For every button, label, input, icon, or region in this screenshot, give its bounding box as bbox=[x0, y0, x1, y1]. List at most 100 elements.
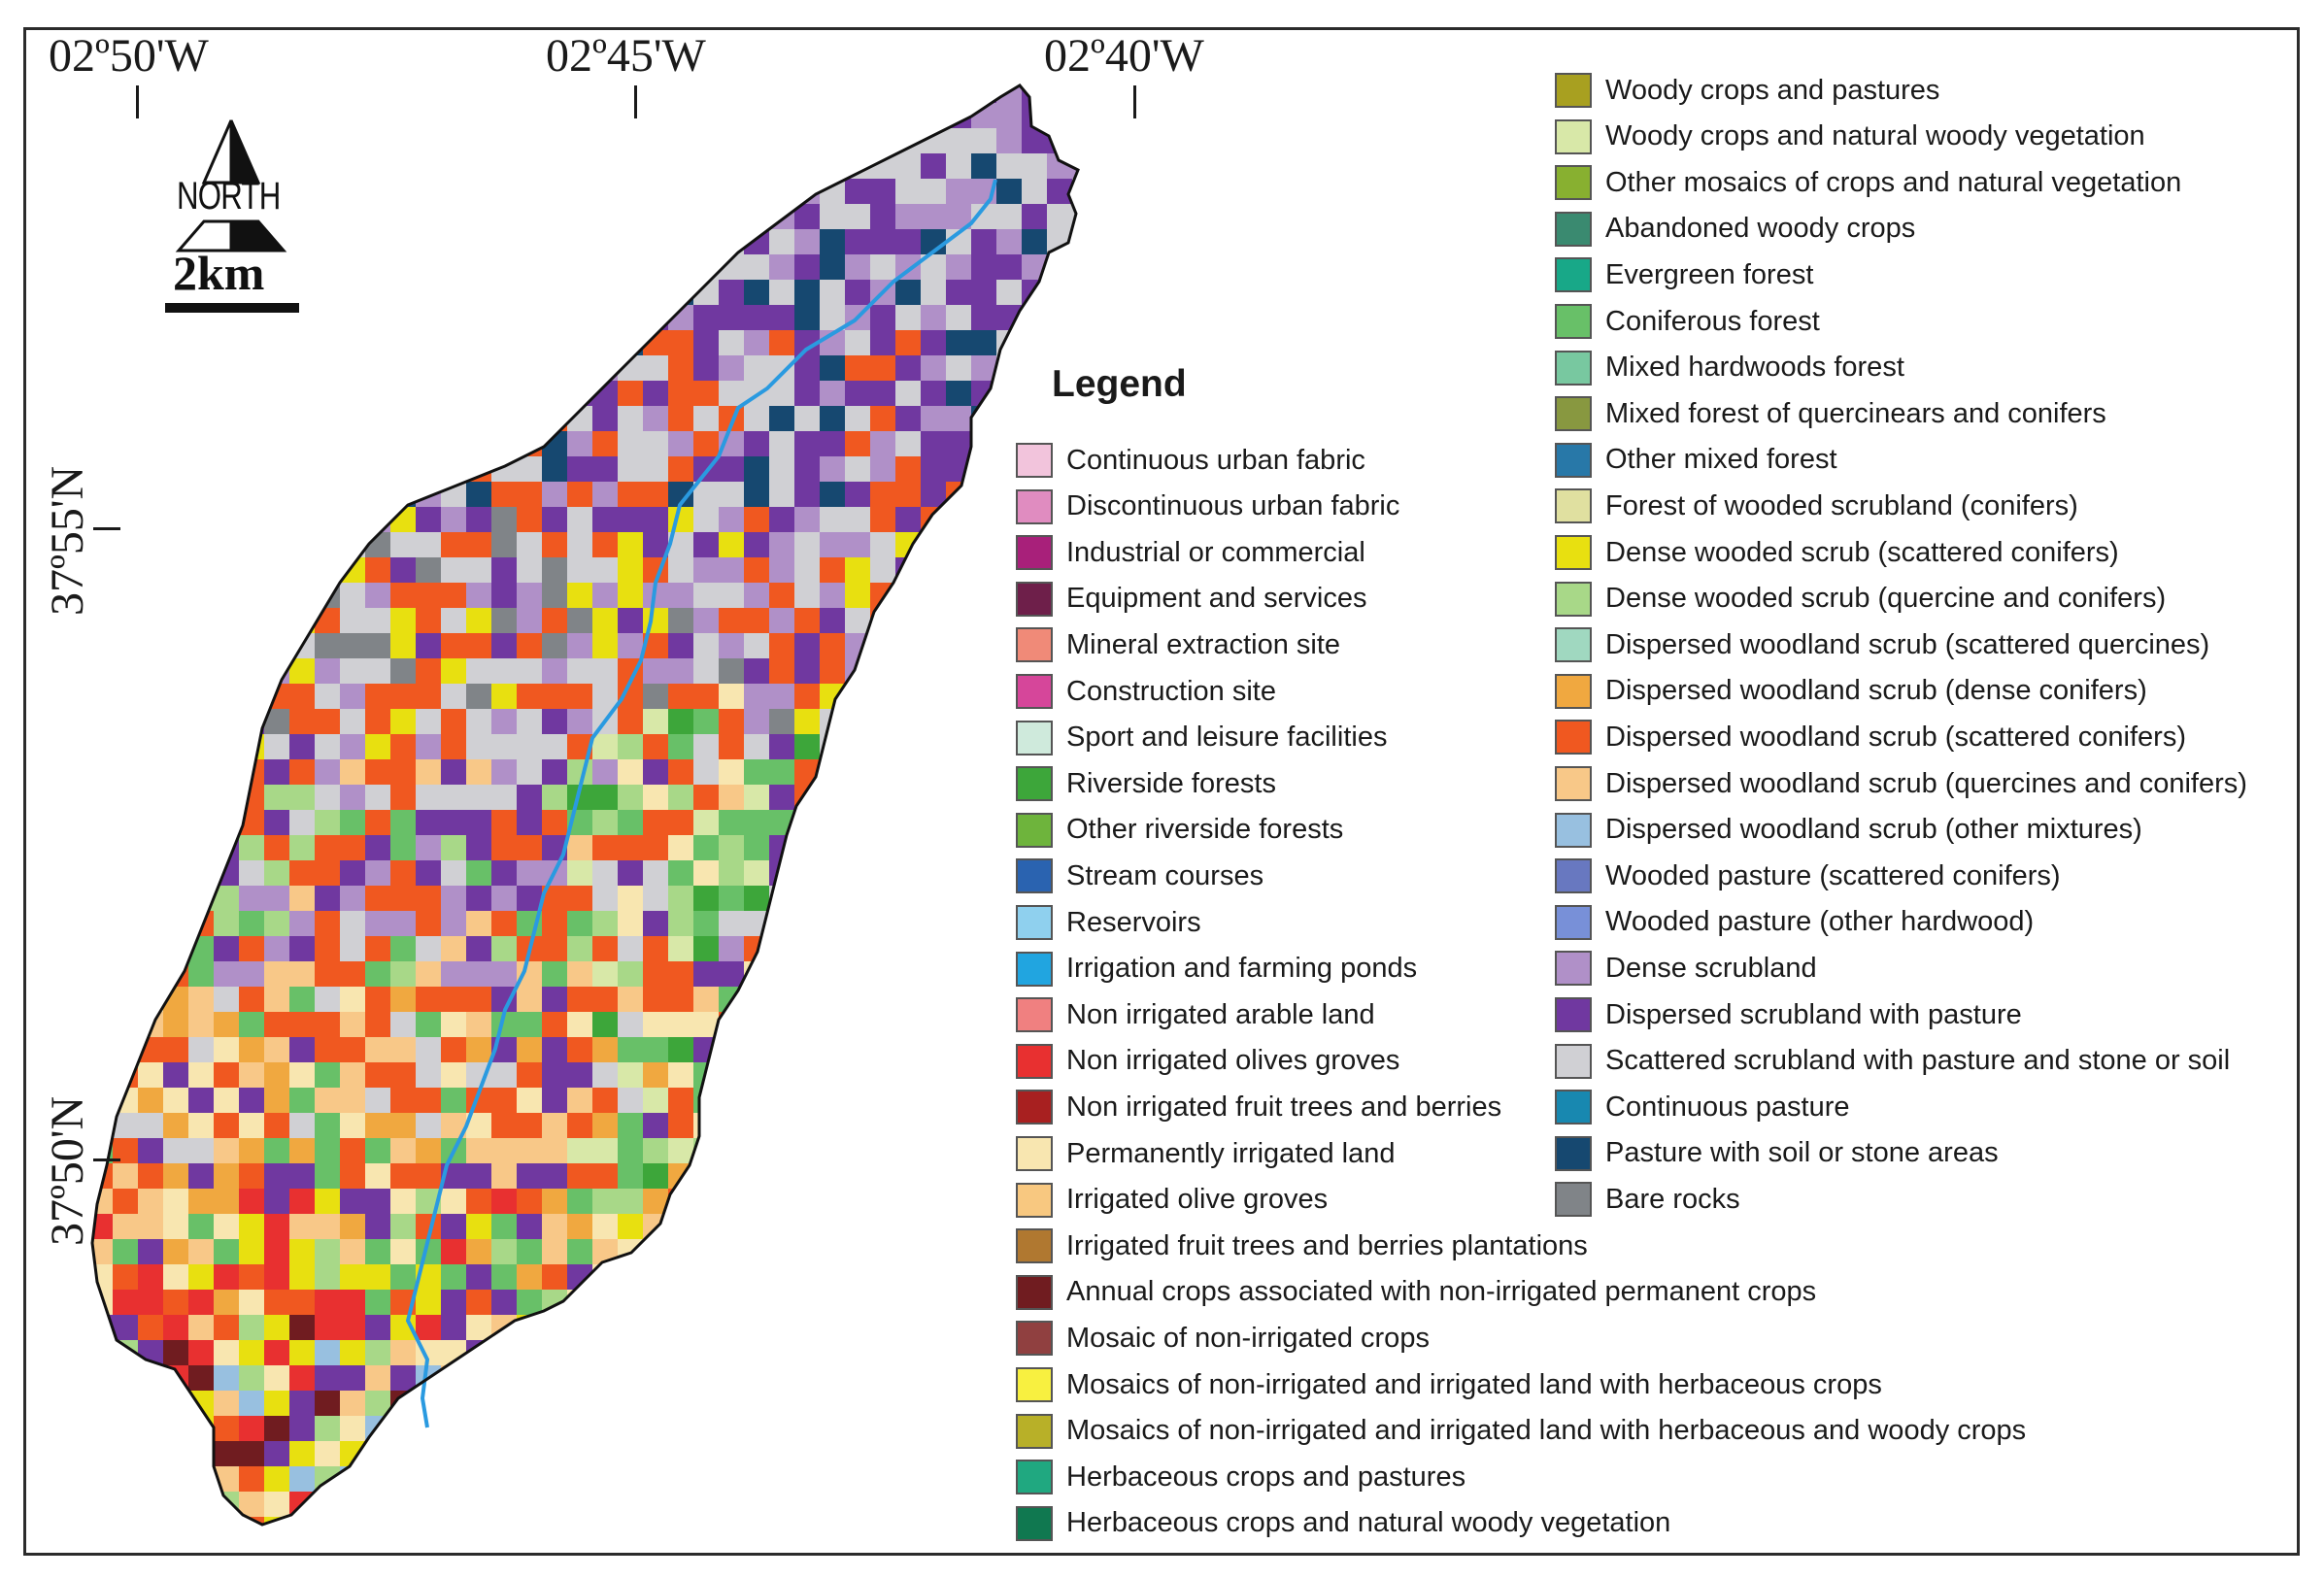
landuse-cell bbox=[693, 406, 720, 432]
landuse-cell bbox=[769, 608, 795, 634]
landuse-cell bbox=[113, 330, 139, 356]
landuse-cell bbox=[214, 355, 240, 382]
landuse-cell bbox=[895, 1037, 922, 1063]
landuse-cell bbox=[744, 431, 770, 457]
landuse-cell bbox=[870, 1062, 896, 1089]
legend-label: Riverside forests bbox=[1066, 767, 1276, 799]
landuse-cell bbox=[315, 810, 341, 836]
landuse-cell bbox=[592, 1466, 619, 1493]
landuse-cell bbox=[794, 456, 821, 483]
landuse-cell bbox=[946, 684, 972, 710]
legend-swatch bbox=[1016, 1505, 1053, 1541]
landuse-cell bbox=[719, 482, 745, 508]
landuse-cell bbox=[567, 1012, 593, 1038]
landuse-cell bbox=[365, 507, 391, 533]
landuse-cell bbox=[1022, 330, 1048, 356]
legend-swatch bbox=[1555, 627, 1592, 663]
landuse-cell bbox=[845, 1062, 871, 1089]
landuse-cell bbox=[946, 1492, 972, 1518]
legend-label: Discontinuous urban fabric bbox=[1066, 490, 1400, 522]
landuse-cell bbox=[214, 1113, 240, 1139]
landuse-cell bbox=[794, 633, 821, 659]
landuse-cell bbox=[921, 532, 947, 558]
landuse-cell bbox=[769, 280, 795, 306]
landuse-cell bbox=[113, 835, 139, 861]
landuse-cell bbox=[188, 860, 215, 887]
landuse-cell bbox=[340, 1214, 366, 1240]
landuse-cell bbox=[517, 810, 543, 836]
landuse-cell bbox=[946, 1365, 972, 1392]
landuse-cell bbox=[592, 1416, 619, 1442]
landuse-cell bbox=[188, 785, 215, 811]
landuse-cell bbox=[668, 987, 694, 1013]
landuse-cell bbox=[138, 1214, 164, 1240]
landuse-cell bbox=[794, 305, 821, 331]
landuse-cell bbox=[971, 153, 997, 180]
landuse-cell bbox=[820, 406, 846, 432]
landuse-cell bbox=[870, 179, 896, 205]
landuse-cell bbox=[365, 886, 391, 912]
legend-item: Mosaic of non-irrigated crops bbox=[1016, 1319, 1430, 1358]
landuse-cell bbox=[491, 355, 518, 382]
landuse-cell bbox=[466, 355, 492, 382]
landuse-cell bbox=[618, 1441, 644, 1467]
legend-swatch bbox=[1555, 257, 1592, 293]
landuse-cell bbox=[491, 583, 518, 609]
landuse-cell bbox=[971, 557, 997, 584]
landuse-cell bbox=[441, 709, 467, 735]
landuse-cell bbox=[794, 961, 821, 988]
landuse-cell bbox=[466, 103, 492, 129]
landuse-cell bbox=[365, 1315, 391, 1341]
landuse-cell bbox=[92, 330, 114, 356]
landuse-cell bbox=[719, 456, 745, 483]
legend-label: Annual crops associated with non-irrigat… bbox=[1066, 1276, 1817, 1308]
landuse-cell bbox=[340, 835, 366, 861]
landuse-cell bbox=[820, 1138, 846, 1164]
landuse-cell bbox=[870, 1189, 896, 1215]
landuse-cell bbox=[214, 406, 240, 432]
landuse-cell bbox=[315, 153, 341, 180]
landuse-cell bbox=[769, 860, 795, 887]
landuse-cell bbox=[820, 860, 846, 887]
landuse-cell bbox=[163, 1416, 189, 1442]
landuse-cell bbox=[996, 406, 1023, 432]
landuse-cell bbox=[239, 482, 265, 508]
landuse-cell bbox=[315, 557, 341, 584]
landuse-cell bbox=[315, 128, 341, 154]
landuse-cell bbox=[113, 1037, 139, 1063]
landuse-cell bbox=[390, 1264, 417, 1291]
landuse-cell bbox=[567, 305, 593, 331]
landuse-cell bbox=[390, 179, 417, 205]
landuse-cell bbox=[315, 1517, 341, 1525]
landuse-cell bbox=[491, 1264, 518, 1291]
landuse-cell bbox=[214, 1037, 240, 1063]
landuse-cell bbox=[365, 911, 391, 937]
landuse-cell bbox=[113, 532, 139, 558]
coord-tick bbox=[136, 85, 139, 118]
landuse-cell bbox=[870, 936, 896, 962]
landuse-cell bbox=[870, 835, 896, 861]
landuse-cell bbox=[820, 936, 846, 962]
legend-item: Dispersed woodland scrub (scattered coni… bbox=[1555, 718, 2186, 756]
landuse-cell bbox=[895, 1340, 922, 1366]
landuse-cell bbox=[744, 254, 770, 281]
landuse-cell bbox=[340, 1290, 366, 1316]
landuse-cell bbox=[416, 204, 442, 230]
landuse-cell bbox=[845, 532, 871, 558]
landuse-cell bbox=[441, 1088, 467, 1114]
landuse-cell bbox=[188, 759, 215, 786]
landuse-cell bbox=[92, 785, 114, 811]
landuse-cell bbox=[416, 280, 442, 306]
landuse-cell bbox=[668, 431, 694, 457]
landuse-cell bbox=[517, 835, 543, 861]
landuse-cell bbox=[441, 633, 467, 659]
landuse-cell bbox=[466, 128, 492, 154]
landuse-cell bbox=[820, 1340, 846, 1366]
landuse-cell bbox=[643, 911, 669, 937]
landuse-cell bbox=[491, 280, 518, 306]
landuse-cell bbox=[693, 835, 720, 861]
landuse-cell bbox=[138, 734, 164, 760]
landuse-cell bbox=[416, 633, 442, 659]
legend-item: Reservoirs bbox=[1016, 903, 1201, 942]
landuse-cell bbox=[592, 684, 619, 710]
